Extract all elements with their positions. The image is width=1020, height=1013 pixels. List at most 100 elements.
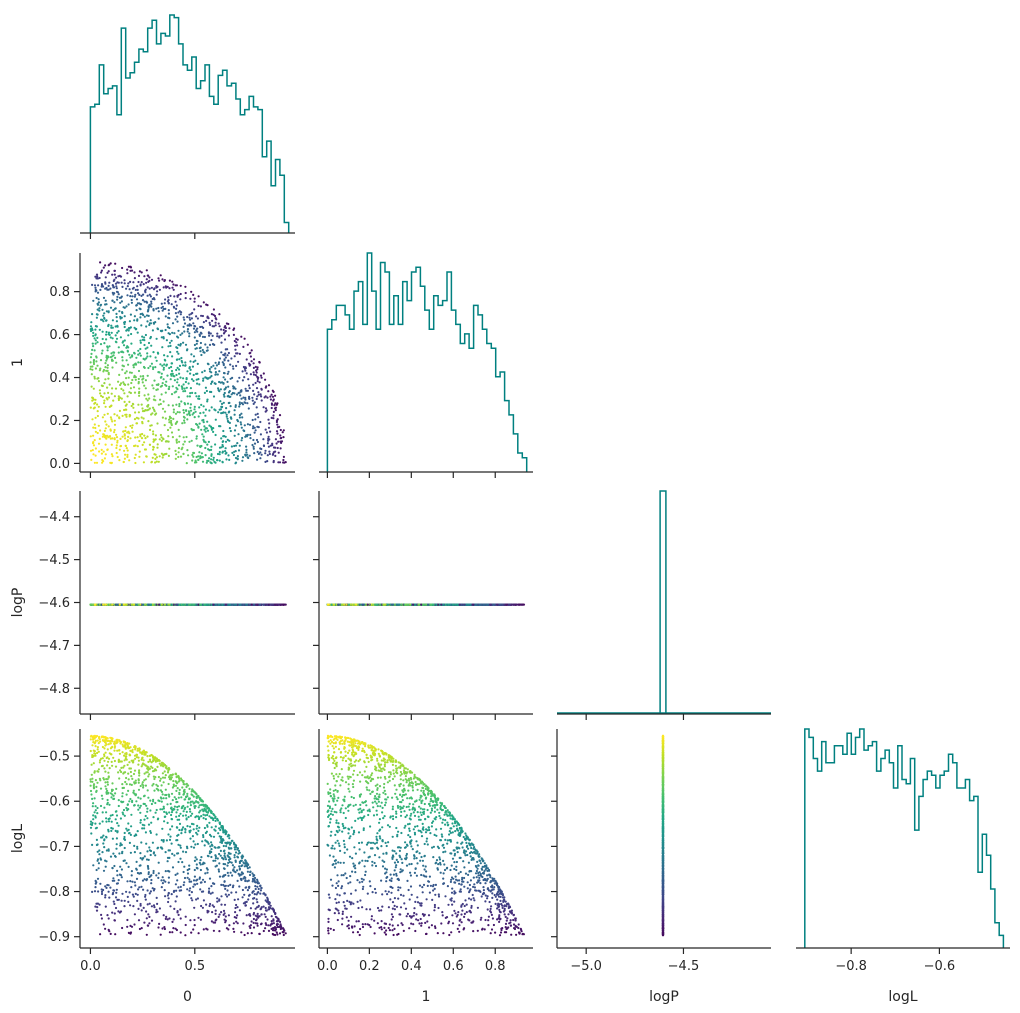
scatter-point: [139, 375, 142, 378]
scatter-point: [262, 438, 265, 441]
scatter-point: [149, 337, 152, 340]
scatter-point: [124, 603, 127, 606]
scatter-point: [191, 459, 194, 462]
scatter-point: [180, 356, 183, 360]
scatter-point: [166, 428, 170, 432]
scatter-point: [127, 329, 130, 332]
scatter-point: [177, 447, 180, 450]
scatter-point: [183, 318, 186, 321]
scatter-point: [155, 388, 158, 391]
scatter-point: [247, 378, 250, 381]
scatter-point: [200, 403, 203, 406]
scatter-point: [170, 339, 173, 342]
scatter-point: [227, 359, 230, 362]
scatter-point: [152, 297, 155, 300]
scatter-point: [201, 314, 204, 318]
scatter-point: [275, 430, 279, 433]
scatter-point: [269, 395, 272, 398]
scatter-point: [224, 326, 227, 330]
scatter-point: [121, 435, 124, 438]
scatter-point: [139, 341, 142, 344]
scatter-point: [226, 380, 229, 383]
scatter-point: [115, 451, 118, 455]
scatter-point: [203, 335, 206, 339]
scatter-point: [199, 445, 202, 449]
scatter-point: [244, 401, 247, 404]
scatter-point: [171, 372, 174, 375]
scatter-point: [143, 394, 146, 397]
scatter-point: [210, 453, 213, 456]
y-tick-label: −4.4: [38, 510, 70, 525]
scatter-point: [154, 399, 157, 402]
scatter-point: [92, 444, 96, 447]
scatter-point: [186, 370, 189, 373]
scatter-point: [245, 434, 248, 437]
scatter-point: [151, 384, 154, 387]
scatter-point: [122, 351, 125, 354]
scatter-point: [204, 408, 207, 411]
scatter-point: [256, 412, 259, 415]
scatter-point: [157, 310, 160, 313]
scatter-point: [136, 445, 139, 448]
scatter-point: [217, 389, 220, 392]
scatter-point: [135, 298, 139, 301]
scatter-point: [146, 294, 149, 297]
scatter-point: [94, 454, 97, 457]
scatter-point: [92, 361, 95, 364]
scatter-point: [92, 426, 95, 429]
scatter-point: [276, 446, 279, 450]
scatter-point: [164, 328, 167, 332]
scatter-point: [92, 299, 95, 302]
scatter-point: [235, 352, 238, 355]
scatter-point: [126, 345, 129, 348]
scatter-point: [129, 391, 132, 395]
scatter-point: [176, 358, 179, 361]
scatter-point: [244, 396, 247, 399]
scatter-point: [107, 270, 110, 273]
scatter-point: [244, 369, 247, 372]
scatter-point: [119, 317, 122, 320]
scatter-point: [271, 453, 274, 456]
scatter-point: [202, 405, 205, 408]
scatter-point: [138, 450, 141, 453]
scatter-point: [177, 451, 180, 454]
scatter-point: [160, 372, 163, 375]
scatter-point: [159, 363, 162, 366]
scatter-point: [181, 422, 184, 425]
scatter-point: [233, 413, 236, 416]
scatter-point: [176, 381, 179, 384]
scatter-point: [125, 403, 128, 406]
scatter-point: [181, 386, 184, 389]
scatter-point: [153, 379, 156, 382]
scatter-point: [252, 358, 256, 361]
scatter-point: [198, 406, 201, 409]
scatter-point: [111, 291, 114, 294]
scatter-point: [274, 446, 277, 449]
scatter-point: [238, 405, 241, 408]
scatter-point: [271, 389, 274, 392]
scatter-point: [110, 418, 113, 421]
scatter-point: [137, 361, 140, 364]
scatter-point: [249, 355, 252, 358]
scatter-point: [124, 372, 127, 375]
scatter-point: [94, 367, 97, 370]
scatter-point: [149, 319, 152, 322]
scatter-point: [170, 419, 173, 422]
scatter-point: [137, 369, 141, 373]
scatter-point: [183, 419, 186, 422]
scatter-point: [190, 290, 193, 293]
scatter-point: [237, 360, 240, 363]
scatter-point: [227, 385, 230, 388]
scatter-point: [159, 376, 162, 379]
scatter-point: [173, 375, 176, 378]
scatter-point: [275, 420, 278, 424]
scatter-point: [147, 420, 150, 423]
scatter-point: [125, 287, 128, 290]
scatter-point: [218, 325, 221, 328]
scatter-point: [114, 325, 117, 328]
scatter-point: [104, 436, 107, 439]
scatter-point: [195, 339, 198, 342]
scatter-point: [192, 603, 195, 606]
scatter-point: [194, 459, 197, 462]
